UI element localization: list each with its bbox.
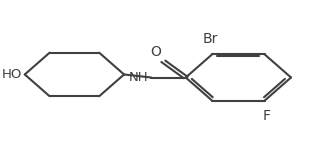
- Text: NH: NH: [129, 71, 148, 84]
- Text: O: O: [150, 45, 161, 60]
- Text: F: F: [262, 109, 270, 123]
- Text: HO: HO: [1, 68, 22, 81]
- Text: Br: Br: [203, 32, 218, 46]
